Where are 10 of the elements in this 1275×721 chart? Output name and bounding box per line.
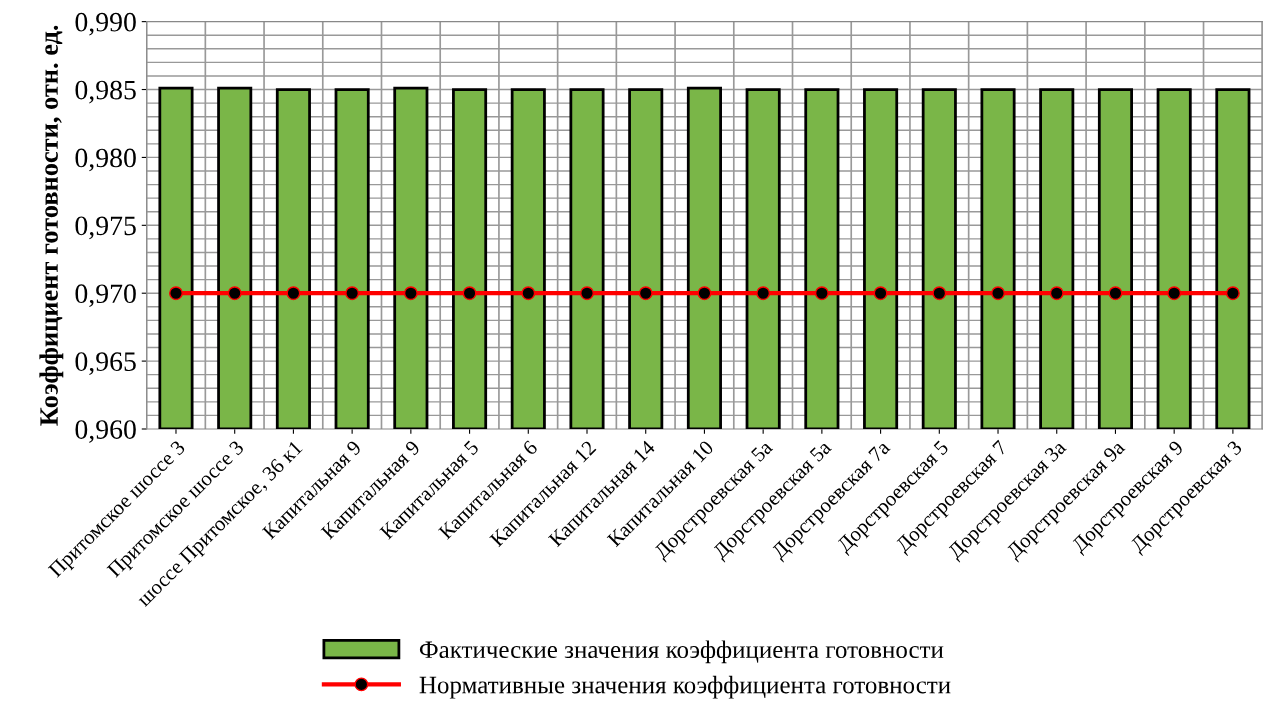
y-tick-label: 0,985 <box>75 80 136 104</box>
y-tick-label: 0,975 <box>75 216 136 240</box>
y-tick-label: 0,990 <box>75 12 136 36</box>
y-axis-title: Коэффициент готовности, отн. ед. <box>39 25 64 426</box>
y-tick-label: 0,980 <box>75 148 136 172</box>
y-tick-label: 0,970 <box>75 284 136 308</box>
legend-label: Нормативные значения коэффициента готовности <box>419 675 951 699</box>
y-tick-label: 0,960 <box>75 420 136 443</box>
legend-label: Фактические значения коэффициента готовности <box>419 640 944 664</box>
y-tick-label: 0,965 <box>75 352 136 376</box>
